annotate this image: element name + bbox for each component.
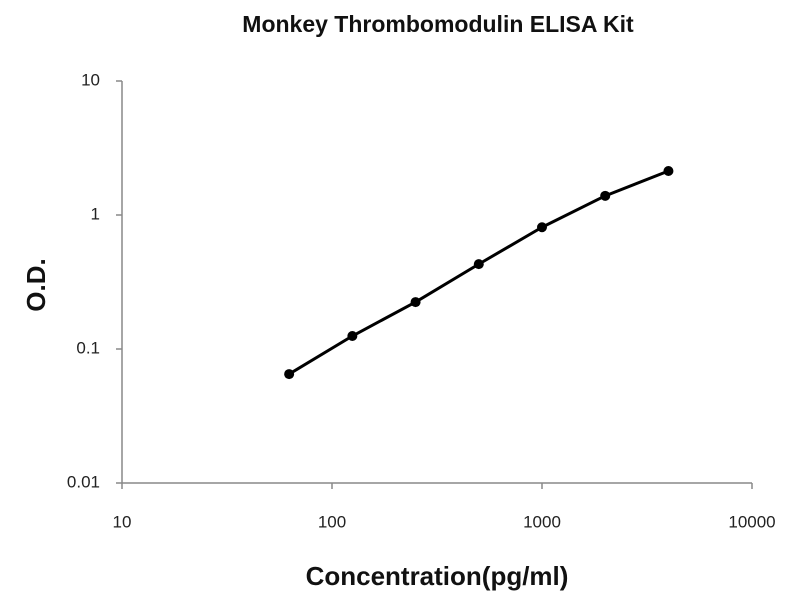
data-point xyxy=(537,222,547,233)
data-point xyxy=(663,165,674,176)
y-tick-label: 0.1 xyxy=(76,338,100,357)
y-tick-label: 0.01 xyxy=(67,472,100,491)
data-point xyxy=(284,369,295,380)
x-tick-label: 10 xyxy=(113,512,132,531)
y-tick-label: 10 xyxy=(81,70,100,89)
data-point xyxy=(347,331,358,342)
y-tick-label: 1 xyxy=(91,204,100,223)
data-point xyxy=(410,297,421,308)
x-tick-label: 10000 xyxy=(728,512,775,531)
x-tick-label: 1000 xyxy=(523,512,561,531)
y-axis-label: O.D. xyxy=(21,258,51,311)
x-tick-label: 100 xyxy=(318,512,346,531)
chart-title: Monkey Thrombomodulin ELISA Kit xyxy=(242,11,634,37)
data-point xyxy=(600,190,611,201)
x-axis-label: Concentration(pg/ml) xyxy=(306,561,569,591)
data-line xyxy=(288,169,669,376)
data-point xyxy=(473,259,484,270)
